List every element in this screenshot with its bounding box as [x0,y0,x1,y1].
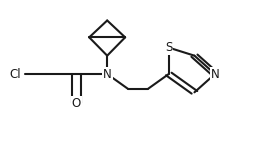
Text: N: N [211,67,219,81]
Text: N: N [103,67,111,81]
Text: Cl: Cl [9,67,21,81]
Text: S: S [165,41,172,54]
Text: O: O [72,97,81,110]
Text: N: N [211,67,219,81]
Text: S: S [165,41,172,54]
Text: N: N [103,67,111,81]
Text: O: O [72,97,81,110]
Text: Cl: Cl [9,67,21,81]
